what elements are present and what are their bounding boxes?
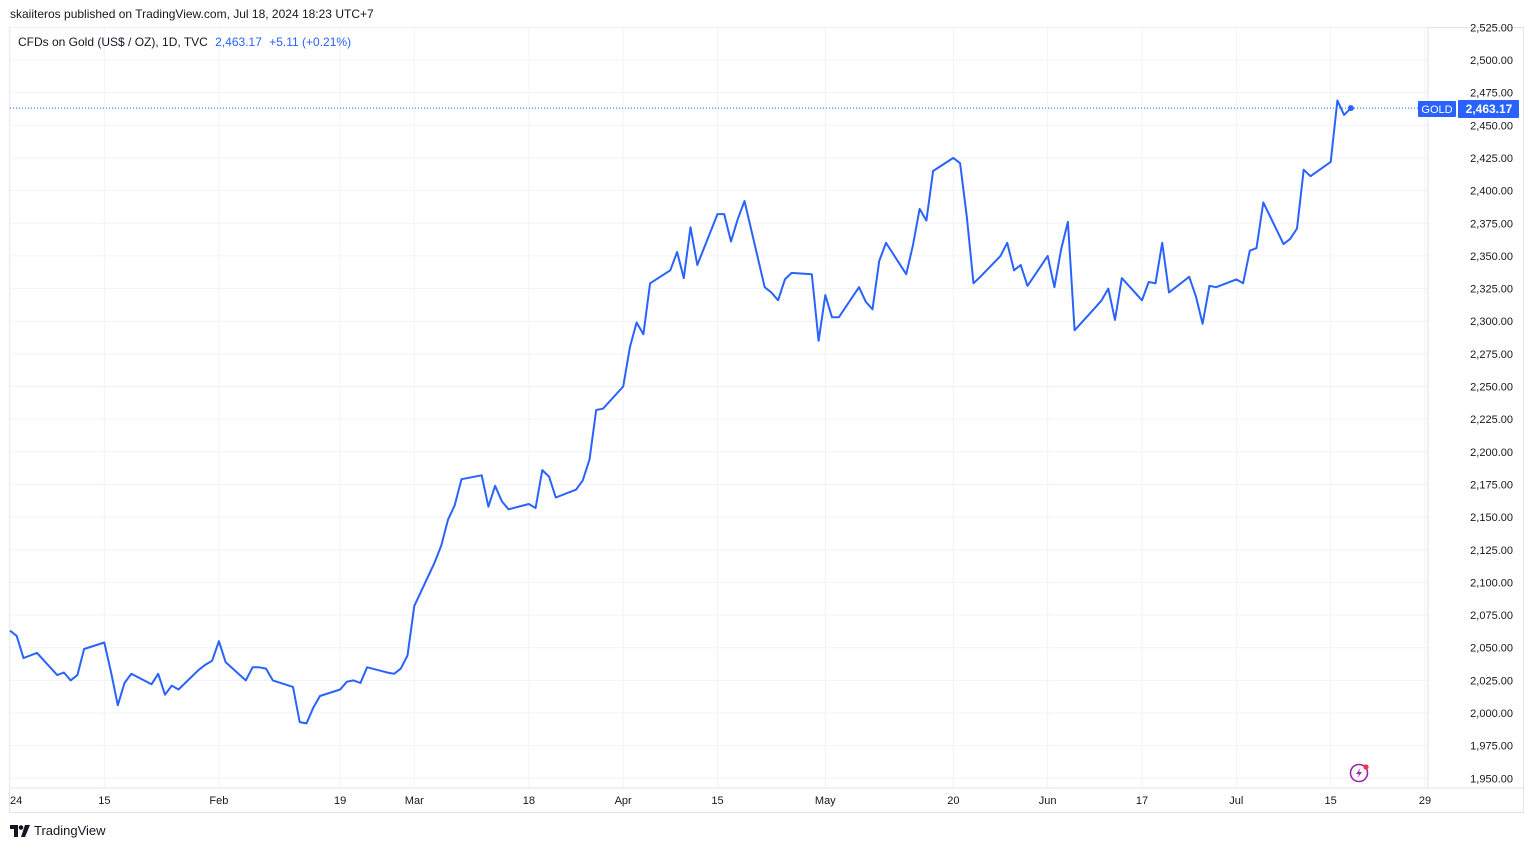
y-tick-label: 1,975.00 <box>1470 741 1513 753</box>
y-tick-label: 2,350.00 <box>1470 251 1513 263</box>
y-tick-label: 2,025.00 <box>1470 675 1513 687</box>
tradingview-logo-icon <box>10 824 30 837</box>
time-axis[interactable]: 24 15 Feb 19 Mar 18 Apr 15 May 20 Jun 17 Jul 15 29 <box>10 795 1431 807</box>
y-tick-label: 2,175.00 <box>1470 479 1513 491</box>
x-tick-label: 15 <box>98 795 110 807</box>
symbol-legend: CFDs on Gold (US$ / OZ), 1D, TVC 2,463.1… <box>18 35 351 49</box>
y-tick-label: 2,100.00 <box>1470 577 1513 589</box>
x-tick-label: 15 <box>1325 795 1337 807</box>
x-tick-label: May <box>815 795 836 807</box>
y-tick-label: 2,125.00 <box>1470 545 1513 557</box>
y-tick-label: 2,200.00 <box>1470 447 1513 459</box>
x-tick-label: Feb <box>209 795 228 807</box>
y-tick-label: 2,500.00 <box>1470 55 1513 67</box>
y-tick-label: 2,150.00 <box>1470 512 1513 524</box>
y-tick-label: 2,450.00 <box>1470 120 1513 132</box>
x-tick-label: 18 <box>523 795 535 807</box>
x-tick-label: 24 <box>10 795 22 807</box>
price-tag: GOLD 2,463.17 <box>1418 100 1519 118</box>
grid-lines <box>9 26 1523 789</box>
x-tick-label: 17 <box>1136 795 1148 807</box>
y-tick-label: 2,300.00 <box>1470 316 1513 328</box>
x-tick-label: Jun <box>1039 795 1057 807</box>
y-tick-label: 1,950.00 <box>1470 773 1513 785</box>
price-tag-value-bg <box>1458 100 1519 118</box>
x-tick-label: Mar <box>405 795 424 807</box>
y-tick-label: 2,425.00 <box>1470 153 1513 165</box>
x-tick-label: Apr <box>615 795 632 807</box>
price-series-line <box>9 99 1352 725</box>
x-tick-label: 29 <box>1419 795 1431 807</box>
y-tick-label: 2,525.00 <box>1470 22 1513 34</box>
price-tag-value: 2,463.17 <box>1466 102 1513 116</box>
y-tick-label: 2,475.00 <box>1470 88 1513 100</box>
y-tick-label: 2,375.00 <box>1470 218 1513 230</box>
price-tag-ticker-bg <box>1418 101 1456 117</box>
legend-last-value: 2,463.17 <box>215 35 262 49</box>
x-tick-label: 20 <box>947 795 959 807</box>
y-tick-label: 2,325.00 <box>1470 284 1513 296</box>
price-tag-ticker: GOLD <box>1421 104 1452 116</box>
x-tick-label: Jul <box>1229 795 1243 807</box>
tradingview-brand: TradingView <box>34 823 106 838</box>
y-tick-label: 2,275.00 <box>1470 349 1513 361</box>
tradingview-logo[interactable]: TradingView <box>10 823 106 838</box>
lightning-icon[interactable] <box>1349 763 1369 783</box>
y-tick-label: 2,250.00 <box>1470 382 1513 394</box>
publish-info: skaiiteros published on TradingView.com,… <box>10 7 374 21</box>
last-price-point <box>1347 105 1354 112</box>
legend-change: +5.11 (+0.21%) <box>269 35 352 49</box>
price-axis[interactable]: 1,950.00 1,975.00 2,000.00 2,025.00 2,050.00… <box>1470 22 1513 785</box>
y-tick-label: 2,400.00 <box>1470 186 1513 198</box>
y-tick-label: 2,075.00 <box>1470 610 1513 622</box>
x-tick-label: 15 <box>711 795 723 807</box>
y-tick-label: 2,050.00 <box>1470 643 1513 655</box>
legend-symbol[interactable]: CFDs on Gold (US$ / OZ), 1D, TVC <box>18 35 208 49</box>
y-tick-label: 2,000.00 <box>1470 708 1513 720</box>
y-tick-label: 2,225.00 <box>1470 414 1513 426</box>
x-tick-label: 19 <box>334 795 346 807</box>
